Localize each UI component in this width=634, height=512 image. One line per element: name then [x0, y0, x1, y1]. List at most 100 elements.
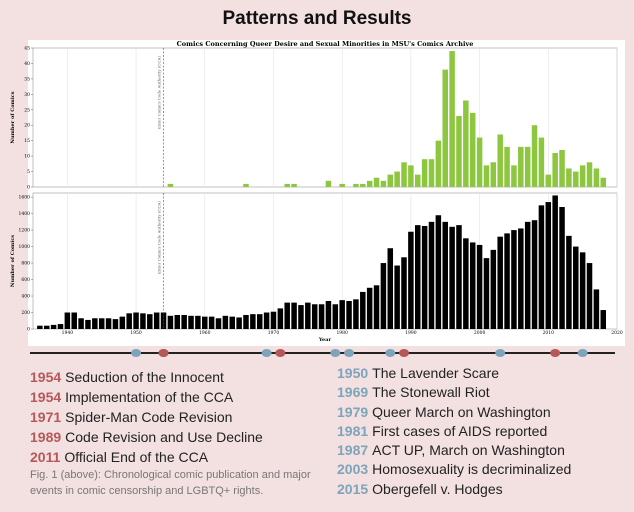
bar: [57, 324, 64, 329]
y-tick-label: 35: [24, 76, 30, 82]
bar: [311, 304, 318, 329]
bar: [243, 314, 249, 329]
event: 1987 ACT UP, March on Washington: [337, 441, 571, 460]
event-year: 1971: [30, 409, 62, 425]
event-year: 2011: [30, 449, 61, 465]
x-tick-label: 1960: [199, 330, 211, 336]
bar: [490, 162, 497, 187]
bar: [263, 312, 270, 329]
event-text: Official End of the CCA: [64, 449, 209, 465]
bar: [497, 236, 503, 329]
bar: [291, 183, 297, 187]
y-tick-label: 1000: [19, 244, 31, 250]
event-year: 2003: [337, 461, 369, 478]
bar: [284, 183, 290, 187]
y-tick-label: 200: [21, 310, 30, 316]
bar: [545, 174, 552, 187]
event: 1950 The Lavender Scare: [337, 364, 571, 383]
bar: [552, 195, 558, 329]
lgbtq-list: 1950 The Lavender Scare 1969 The Stonewall …: [337, 364, 571, 499]
bar: [277, 308, 284, 329]
event-text: Queer March on Washington: [372, 403, 551, 420]
bar: [586, 263, 593, 329]
bar: [153, 312, 160, 329]
bar: [284, 302, 290, 329]
bar: [538, 137, 545, 187]
y-tick-label: 25: [24, 107, 30, 113]
bar: [518, 228, 524, 329]
bar: [456, 115, 462, 187]
bar: [195, 315, 201, 329]
timeline-marker: [577, 349, 588, 357]
y-tick-label: 400: [21, 294, 30, 300]
bar: [394, 171, 400, 187]
bar: [373, 285, 380, 329]
bar: [202, 316, 208, 329]
bar: [387, 248, 394, 329]
bar: [243, 183, 249, 187]
bar: [476, 137, 483, 187]
bar: [256, 314, 263, 329]
censorship-list: 1954 Seduction of the Innocent 1954 Impleme…: [30, 367, 263, 467]
bar: [229, 316, 235, 329]
annotation-text: Enter Comics Code Authority (CCA): [157, 56, 162, 129]
x-tick-label: 1990: [405, 330, 417, 336]
event-year: 1969: [337, 384, 369, 401]
x-tick-label: 1970: [268, 330, 280, 336]
event-year: 1987: [337, 442, 369, 459]
y-tick-label: 15: [24, 138, 30, 144]
bar: [573, 171, 579, 187]
y-tick-label: 10: [24, 154, 30, 160]
event-text: Seduction of the Innocent: [65, 369, 224, 385]
bar: [71, 312, 77, 329]
x-tick-label: 2000: [474, 330, 486, 336]
bar: [37, 325, 43, 329]
y-axis-label: Number of Comics: [10, 91, 16, 143]
y-tick-label: 40: [24, 61, 30, 67]
timeline-marker: [399, 349, 410, 357]
event-year: 1950: [337, 365, 369, 381]
y-tick-label: 20: [24, 123, 30, 129]
x-tick-label: 2020: [611, 330, 623, 336]
y-tick-label: 30: [24, 92, 30, 98]
event-text: The Lavender Scare: [372, 365, 500, 381]
event: 2015 Obergefell v. Hodges: [337, 480, 571, 499]
bar: [85, 319, 91, 329]
y-axis-label: Number of Comics: [10, 235, 16, 287]
event: 1981 First cases of AIDS reported: [337, 422, 571, 441]
bar: [387, 174, 394, 187]
bar: [442, 69, 448, 187]
event: 1969 The Stonewall Riot: [337, 383, 571, 402]
bar: [573, 246, 579, 329]
annotation-text: Enter Comics Code Authority (CCA): [157, 201, 162, 274]
bar: [119, 316, 126, 329]
bar: [208, 316, 215, 329]
bar: [346, 300, 352, 329]
bar: [483, 165, 490, 187]
bar: [600, 177, 607, 187]
timeline-marker: [158, 349, 169, 357]
bar: [98, 318, 105, 329]
timeline-marker: [131, 349, 142, 357]
bar: [456, 225, 462, 329]
timeline-marker: [275, 349, 286, 357]
chart-title: Comics Concerning Queer Desire and Sexua…: [177, 40, 474, 48]
timeline-marker: [330, 349, 341, 357]
event-text: Implementation of the CCA: [65, 389, 234, 405]
bar: [366, 287, 373, 329]
bar: [421, 225, 428, 329]
event: 1954 Seduction of the Innocent: [30, 367, 263, 387]
bar: [401, 162, 407, 187]
bar: [50, 324, 57, 329]
bar: [579, 165, 586, 187]
bar: [428, 159, 435, 187]
bar: [545, 202, 552, 329]
bar: [305, 302, 311, 329]
bar: [593, 289, 600, 329]
bar: [126, 313, 132, 329]
bar: [469, 242, 476, 329]
bar: [64, 312, 71, 329]
bar: [524, 146, 531, 187]
bar: [600, 310, 607, 329]
bar: [140, 313, 146, 329]
